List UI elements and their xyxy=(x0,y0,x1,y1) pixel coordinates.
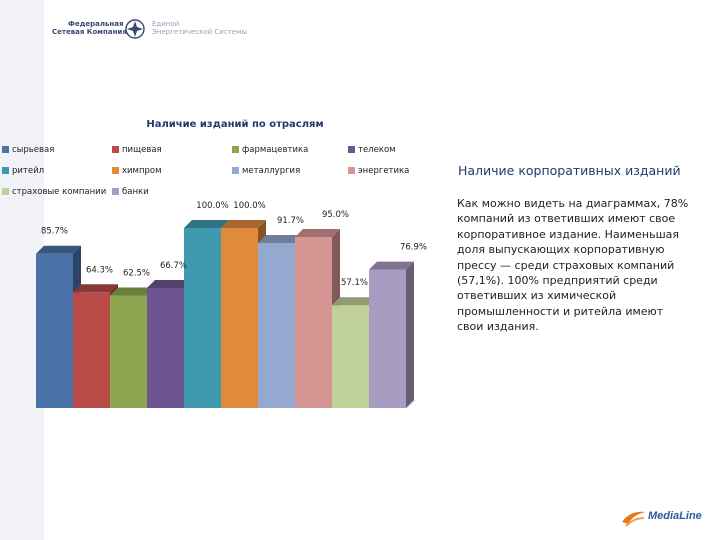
bar-front xyxy=(73,292,110,408)
legend-item: химпром xyxy=(112,166,162,176)
legend-item: сырьевая xyxy=(2,145,54,155)
bar-front xyxy=(369,269,406,408)
bar-top xyxy=(184,220,229,228)
legend-label: телеком xyxy=(358,145,396,155)
legend-label: энергетика xyxy=(358,166,410,176)
legend-swatch xyxy=(348,146,355,153)
bar-front xyxy=(258,242,295,408)
data-label: 95.0% xyxy=(322,210,349,220)
legend-swatch xyxy=(112,188,119,195)
data-label: 100.0% xyxy=(196,201,228,211)
legend-item: металлургия xyxy=(232,166,300,176)
legend-item: ритейл xyxy=(2,166,44,176)
bar-front xyxy=(147,287,184,408)
bar-front xyxy=(36,253,73,408)
logo-right-line2: Энергетической Системы xyxy=(152,28,247,36)
legend-label: ритейл xyxy=(12,166,45,176)
bar-top xyxy=(258,234,303,243)
bar-top xyxy=(36,245,81,254)
bar-10 xyxy=(369,261,414,408)
legend-swatch xyxy=(2,167,9,174)
bar-front xyxy=(184,228,221,408)
medialine-swoosh-icon xyxy=(622,511,646,527)
legend-item: страховые компании xyxy=(2,187,106,197)
legend-label: пищевая xyxy=(122,145,162,155)
side-title: Наличие корпоративных изданий xyxy=(458,163,681,178)
logo-left-line2: Сетевая Компания xyxy=(52,28,127,36)
bar-top xyxy=(147,279,192,288)
data-label: 62.5% xyxy=(123,269,150,279)
legend-item: телеком xyxy=(348,145,396,155)
legend-item: энергетика xyxy=(348,166,409,176)
legend-swatch xyxy=(348,167,355,174)
bar-top xyxy=(295,229,340,237)
data-label: 100.0% xyxy=(233,201,265,211)
legend-swatch xyxy=(232,167,239,174)
chart-legend: сырьевая пищевая фармацевтика телеком ритейл… xyxy=(0,140,440,200)
bar-side xyxy=(406,261,414,408)
bar-front xyxy=(332,305,369,408)
data-label: 66.7% xyxy=(160,261,187,271)
star-emblem-icon xyxy=(125,19,145,39)
chart-title: Наличие изданий по отраслям xyxy=(146,119,324,130)
bar-top xyxy=(369,261,414,270)
logo-right-line1: Единой xyxy=(152,20,180,28)
bar-chart: 85.7% 64.3% 62.5% 66.7% 100.0% 100.0% 91.7% 95.… xyxy=(36,201,427,408)
footer-brand: MediaLine xyxy=(648,510,702,522)
legend-item: пищевая xyxy=(112,145,162,155)
side-description: Как можно видеть на диаграммах, 78% комп… xyxy=(457,197,689,334)
bar-front xyxy=(221,228,258,408)
bar-front xyxy=(110,295,147,408)
legend-label: химпром xyxy=(122,166,162,176)
legend-item: банки xyxy=(112,187,149,197)
logo-left-line1: Федеральная xyxy=(68,20,124,28)
data-label: 76.9% xyxy=(400,243,427,253)
bar-top xyxy=(110,287,155,296)
legend-swatch xyxy=(112,146,119,153)
bar-top xyxy=(332,297,377,306)
bar-top xyxy=(73,284,118,293)
data-label: 64.3% xyxy=(86,265,113,275)
legend-label: фармацевтика xyxy=(242,145,309,155)
legend-label: банки xyxy=(122,187,149,197)
bar-top xyxy=(221,220,266,228)
legend-swatch xyxy=(232,146,239,153)
bar-front xyxy=(295,237,332,408)
legend-swatch xyxy=(2,188,9,195)
legend-label: металлургия xyxy=(242,166,301,176)
data-label: 85.7% xyxy=(41,227,68,237)
legend-swatch xyxy=(2,146,9,153)
data-label: 91.7% xyxy=(277,216,304,226)
legend-item: фармацевтика xyxy=(232,145,308,155)
footer-logo: MediaLine xyxy=(620,506,710,530)
legend-swatch xyxy=(112,167,119,174)
data-label: 57.1% xyxy=(341,278,368,288)
header-logo: Федеральная Сетевая Компания Единой Энер… xyxy=(46,16,266,44)
legend-label: страховые компании xyxy=(12,187,107,197)
legend-label: сырьевая xyxy=(12,145,55,155)
